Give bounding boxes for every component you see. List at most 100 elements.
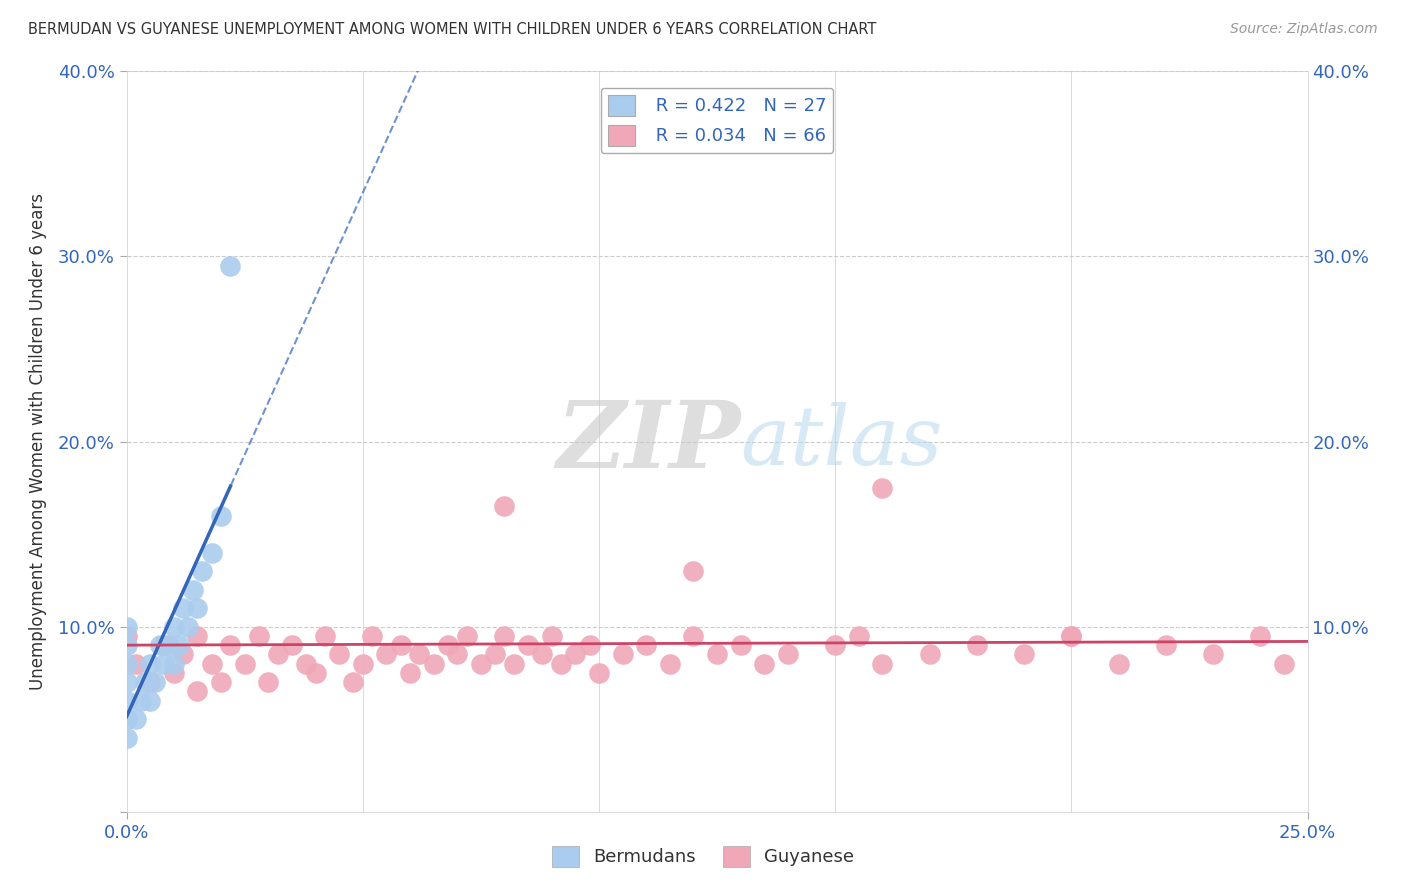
- Point: [706, 648, 728, 662]
- Point: [115, 638, 138, 652]
- Point: [200, 657, 222, 671]
- Point: [125, 712, 148, 726]
- Point: [1272, 657, 1295, 671]
- Point: [115, 675, 138, 690]
- Point: [143, 675, 166, 690]
- Point: [186, 629, 208, 643]
- Y-axis label: Unemployment Among Women with Children Under 6 years: Unemployment Among Women with Children U…: [28, 193, 46, 690]
- Point: [375, 648, 398, 662]
- Point: [422, 657, 444, 671]
- Point: [872, 481, 894, 495]
- Point: [517, 638, 540, 652]
- Point: [456, 629, 478, 643]
- Text: BERMUDAN VS GUYANESE UNEMPLOYMENT AMONG WOMEN WITH CHILDREN UNDER 6 YEARS CORREL: BERMUDAN VS GUYANESE UNEMPLOYMENT AMONG …: [28, 22, 876, 37]
- Point: [1202, 648, 1225, 662]
- Point: [186, 601, 208, 615]
- Point: [872, 657, 894, 671]
- Point: [494, 629, 516, 643]
- Point: [115, 657, 138, 671]
- Point: [115, 694, 138, 708]
- Point: [408, 648, 430, 662]
- Point: [1012, 648, 1035, 662]
- Point: [304, 665, 326, 680]
- Point: [247, 629, 270, 643]
- Point: [157, 638, 180, 652]
- Point: [115, 629, 138, 643]
- Point: [446, 648, 468, 662]
- Point: [389, 638, 412, 652]
- Point: [550, 657, 572, 671]
- Point: [191, 564, 214, 578]
- Point: [342, 675, 364, 690]
- Text: atlas: atlas: [741, 401, 943, 482]
- Point: [295, 657, 318, 671]
- Point: [167, 638, 190, 652]
- Point: [219, 259, 242, 273]
- Point: [233, 657, 256, 671]
- Point: [257, 675, 280, 690]
- Point: [267, 648, 290, 662]
- Point: [115, 731, 138, 745]
- Point: [115, 712, 138, 726]
- Point: [612, 648, 634, 662]
- Point: [578, 638, 600, 652]
- Point: [153, 638, 176, 652]
- Point: [754, 657, 776, 671]
- Point: [658, 657, 681, 671]
- Point: [1249, 629, 1271, 643]
- Point: [848, 629, 870, 643]
- Point: [200, 545, 222, 560]
- Point: [1060, 629, 1083, 643]
- Point: [177, 619, 200, 633]
- Point: [564, 648, 586, 662]
- Point: [209, 675, 232, 690]
- Point: [399, 665, 422, 680]
- Point: [219, 638, 242, 652]
- Point: [494, 500, 516, 514]
- Point: [682, 629, 704, 643]
- Point: [730, 638, 752, 652]
- Point: [636, 638, 658, 652]
- Point: [134, 675, 156, 690]
- Point: [352, 657, 374, 671]
- Point: [540, 629, 562, 643]
- Point: [966, 638, 988, 652]
- Point: [484, 648, 506, 662]
- Point: [281, 638, 304, 652]
- Point: [918, 648, 941, 662]
- Point: [209, 508, 232, 523]
- Point: [1108, 657, 1130, 671]
- Point: [1060, 629, 1083, 643]
- Legend: Bermudans, Guyanese: Bermudans, Guyanese: [544, 838, 862, 874]
- Point: [824, 638, 846, 652]
- Point: [186, 684, 208, 698]
- Text: Source: ZipAtlas.com: Source: ZipAtlas.com: [1230, 22, 1378, 37]
- Text: ZIP: ZIP: [557, 397, 741, 486]
- Point: [682, 564, 704, 578]
- Point: [172, 601, 194, 615]
- Point: [153, 657, 176, 671]
- Point: [361, 629, 384, 643]
- Point: [149, 638, 172, 652]
- Point: [163, 665, 186, 680]
- Point: [328, 648, 350, 662]
- Point: [139, 694, 162, 708]
- Point: [503, 657, 526, 671]
- Point: [139, 657, 162, 671]
- Point: [531, 648, 554, 662]
- Point: [115, 619, 138, 633]
- Point: [172, 648, 194, 662]
- Point: [776, 648, 799, 662]
- Point: [1154, 638, 1177, 652]
- Point: [163, 619, 186, 633]
- Point: [436, 638, 458, 652]
- Point: [129, 694, 152, 708]
- Point: [139, 675, 162, 690]
- Point: [588, 665, 610, 680]
- Point: [163, 657, 186, 671]
- Point: [470, 657, 492, 671]
- Point: [314, 629, 336, 643]
- Point: [125, 657, 148, 671]
- Point: [181, 582, 204, 597]
- Legend:  R = 0.422   N = 27,  R = 0.034   N = 66: R = 0.422 N = 27, R = 0.034 N = 66: [600, 87, 834, 153]
